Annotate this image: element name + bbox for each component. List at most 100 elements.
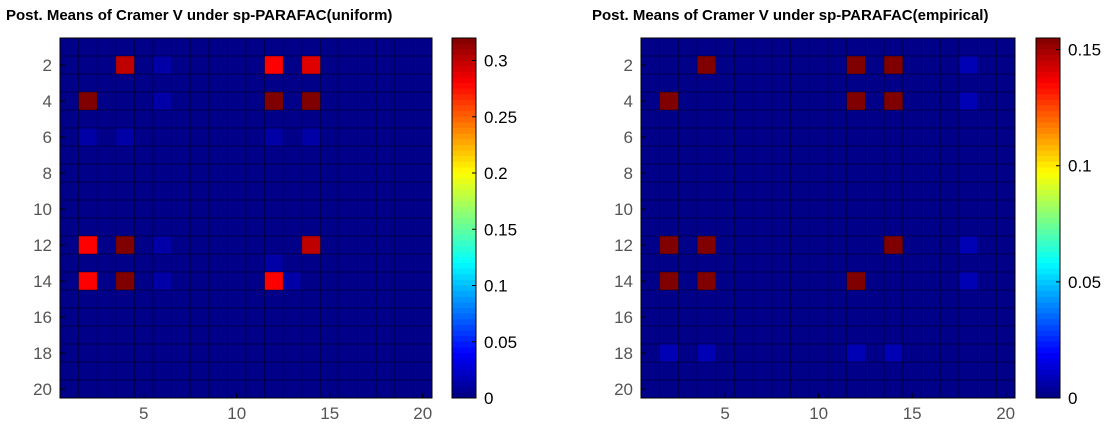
heatmap-cell bbox=[339, 182, 358, 201]
colorbar-segment bbox=[1036, 246, 1060, 253]
x-tick-label: 10 bbox=[227, 404, 246, 423]
heatmap-cell bbox=[97, 326, 117, 345]
heatmap-cell bbox=[659, 218, 679, 237]
heatmap-cell bbox=[264, 56, 284, 75]
heatmap-cell bbox=[865, 56, 885, 75]
heatmap-cell bbox=[678, 164, 698, 183]
heatmap-cell bbox=[809, 326, 829, 345]
heatmap-cell bbox=[301, 308, 321, 327]
heatmap-cell bbox=[394, 74, 414, 93]
heatmap-panel-uniform: Post. Means of Cramer V under sp-PARAFAC… bbox=[0, 0, 557, 426]
heatmap-cell bbox=[320, 182, 340, 201]
heatmap-cell bbox=[846, 38, 866, 57]
heatmap-cell bbox=[790, 218, 810, 237]
heatmap-cell bbox=[697, 218, 717, 237]
heatmap-cell bbox=[958, 272, 978, 291]
heatmap-cell bbox=[339, 272, 358, 291]
heatmap-cell bbox=[659, 272, 679, 291]
heatmap-cell bbox=[208, 290, 228, 309]
heatmap-cell bbox=[809, 56, 829, 75]
heatmap-cell bbox=[940, 362, 960, 381]
colorbar-segment bbox=[1036, 156, 1060, 163]
heatmap-cell bbox=[828, 326, 848, 345]
heatmap-cell bbox=[977, 128, 997, 147]
heatmap-cell bbox=[678, 38, 698, 57]
colorbar-segment bbox=[452, 66, 476, 73]
heatmap-cell bbox=[301, 146, 321, 165]
heatmap-cell bbox=[865, 380, 885, 399]
heatmap-cell bbox=[301, 290, 321, 309]
colorbar-segment bbox=[1036, 43, 1060, 50]
heatmap-cell bbox=[809, 290, 829, 309]
heatmap-cell bbox=[734, 74, 754, 93]
heatmap-cell bbox=[115, 146, 135, 165]
heatmap-cell bbox=[134, 326, 154, 345]
heatmap-cell bbox=[97, 182, 117, 201]
heatmap-cell bbox=[846, 200, 866, 219]
heatmap-cell bbox=[190, 218, 210, 237]
colorbar-frame bbox=[1035, 37, 1061, 399]
heatmap-cell bbox=[828, 380, 848, 399]
heatmap-cell bbox=[977, 38, 997, 57]
heatmap-cell bbox=[376, 146, 396, 165]
heatmap-cell bbox=[97, 218, 117, 237]
heatmap-cell bbox=[78, 182, 98, 201]
heatmap-cell bbox=[357, 344, 377, 363]
heatmap-cell bbox=[208, 308, 228, 327]
heatmap-cell bbox=[413, 380, 433, 399]
heatmap-cell bbox=[153, 236, 172, 255]
heatmap-cell bbox=[771, 146, 791, 165]
heatmap-cell bbox=[977, 380, 997, 399]
heatmap-cell bbox=[958, 56, 978, 75]
heatmap-cell bbox=[771, 38, 791, 57]
heatmap-cell bbox=[902, 380, 922, 399]
colorbar-segment bbox=[1036, 94, 1060, 101]
heatmap-cell bbox=[771, 218, 791, 237]
heatmap-cell bbox=[115, 362, 135, 381]
colorbar-segment bbox=[1036, 133, 1060, 140]
colorbar-segment bbox=[452, 234, 476, 241]
heatmap-cell bbox=[958, 182, 978, 201]
heatmap-cell bbox=[659, 254, 679, 273]
heatmap-cell bbox=[394, 38, 414, 57]
heatmap-cell bbox=[208, 380, 228, 399]
heatmap-cell bbox=[828, 290, 848, 309]
heatmap-cell bbox=[394, 272, 414, 291]
heatmap-cell bbox=[394, 92, 414, 111]
heatmap-cell bbox=[921, 110, 941, 129]
heatmap-cell bbox=[97, 128, 117, 147]
heatmap-cell bbox=[208, 272, 228, 291]
y-tick-label: 2 bbox=[43, 56, 52, 75]
heatmap-cell bbox=[809, 110, 829, 129]
heatmap-cell bbox=[246, 92, 265, 111]
heatmap-cell bbox=[376, 272, 396, 291]
heatmap-cell bbox=[678, 290, 698, 309]
heatmap-cell bbox=[902, 110, 922, 129]
heatmap-cell bbox=[659, 128, 679, 147]
heatmap-cell bbox=[264, 218, 284, 237]
heatmap-cell bbox=[753, 236, 773, 255]
colorbar-segment bbox=[452, 201, 476, 208]
heatmap-cell bbox=[394, 290, 414, 309]
heatmap-cell bbox=[884, 290, 904, 309]
heatmap-cell bbox=[678, 218, 698, 237]
heatmap-cell bbox=[697, 146, 717, 165]
heatmap-cell bbox=[697, 344, 717, 363]
heatmap-cell bbox=[208, 182, 228, 201]
heatmap-cell bbox=[264, 326, 284, 345]
colorbar-segment bbox=[452, 111, 476, 118]
heatmap-cell bbox=[734, 254, 754, 273]
heatmap-cell bbox=[246, 110, 265, 129]
heatmap-cell bbox=[190, 200, 210, 219]
heatmap-cell bbox=[78, 290, 98, 309]
heatmap-cell bbox=[208, 74, 228, 93]
heatmap-cell bbox=[902, 236, 922, 255]
heatmap-cell bbox=[865, 110, 885, 129]
heatmap-cell bbox=[264, 128, 284, 147]
heatmap-cell bbox=[771, 164, 791, 183]
heatmap-cell bbox=[246, 344, 265, 363]
colorbar-tick-label: 0.2 bbox=[484, 164, 508, 183]
heatmap-cell bbox=[320, 200, 340, 219]
heatmap-cell bbox=[641, 362, 661, 381]
heatmap-cell bbox=[283, 290, 303, 309]
